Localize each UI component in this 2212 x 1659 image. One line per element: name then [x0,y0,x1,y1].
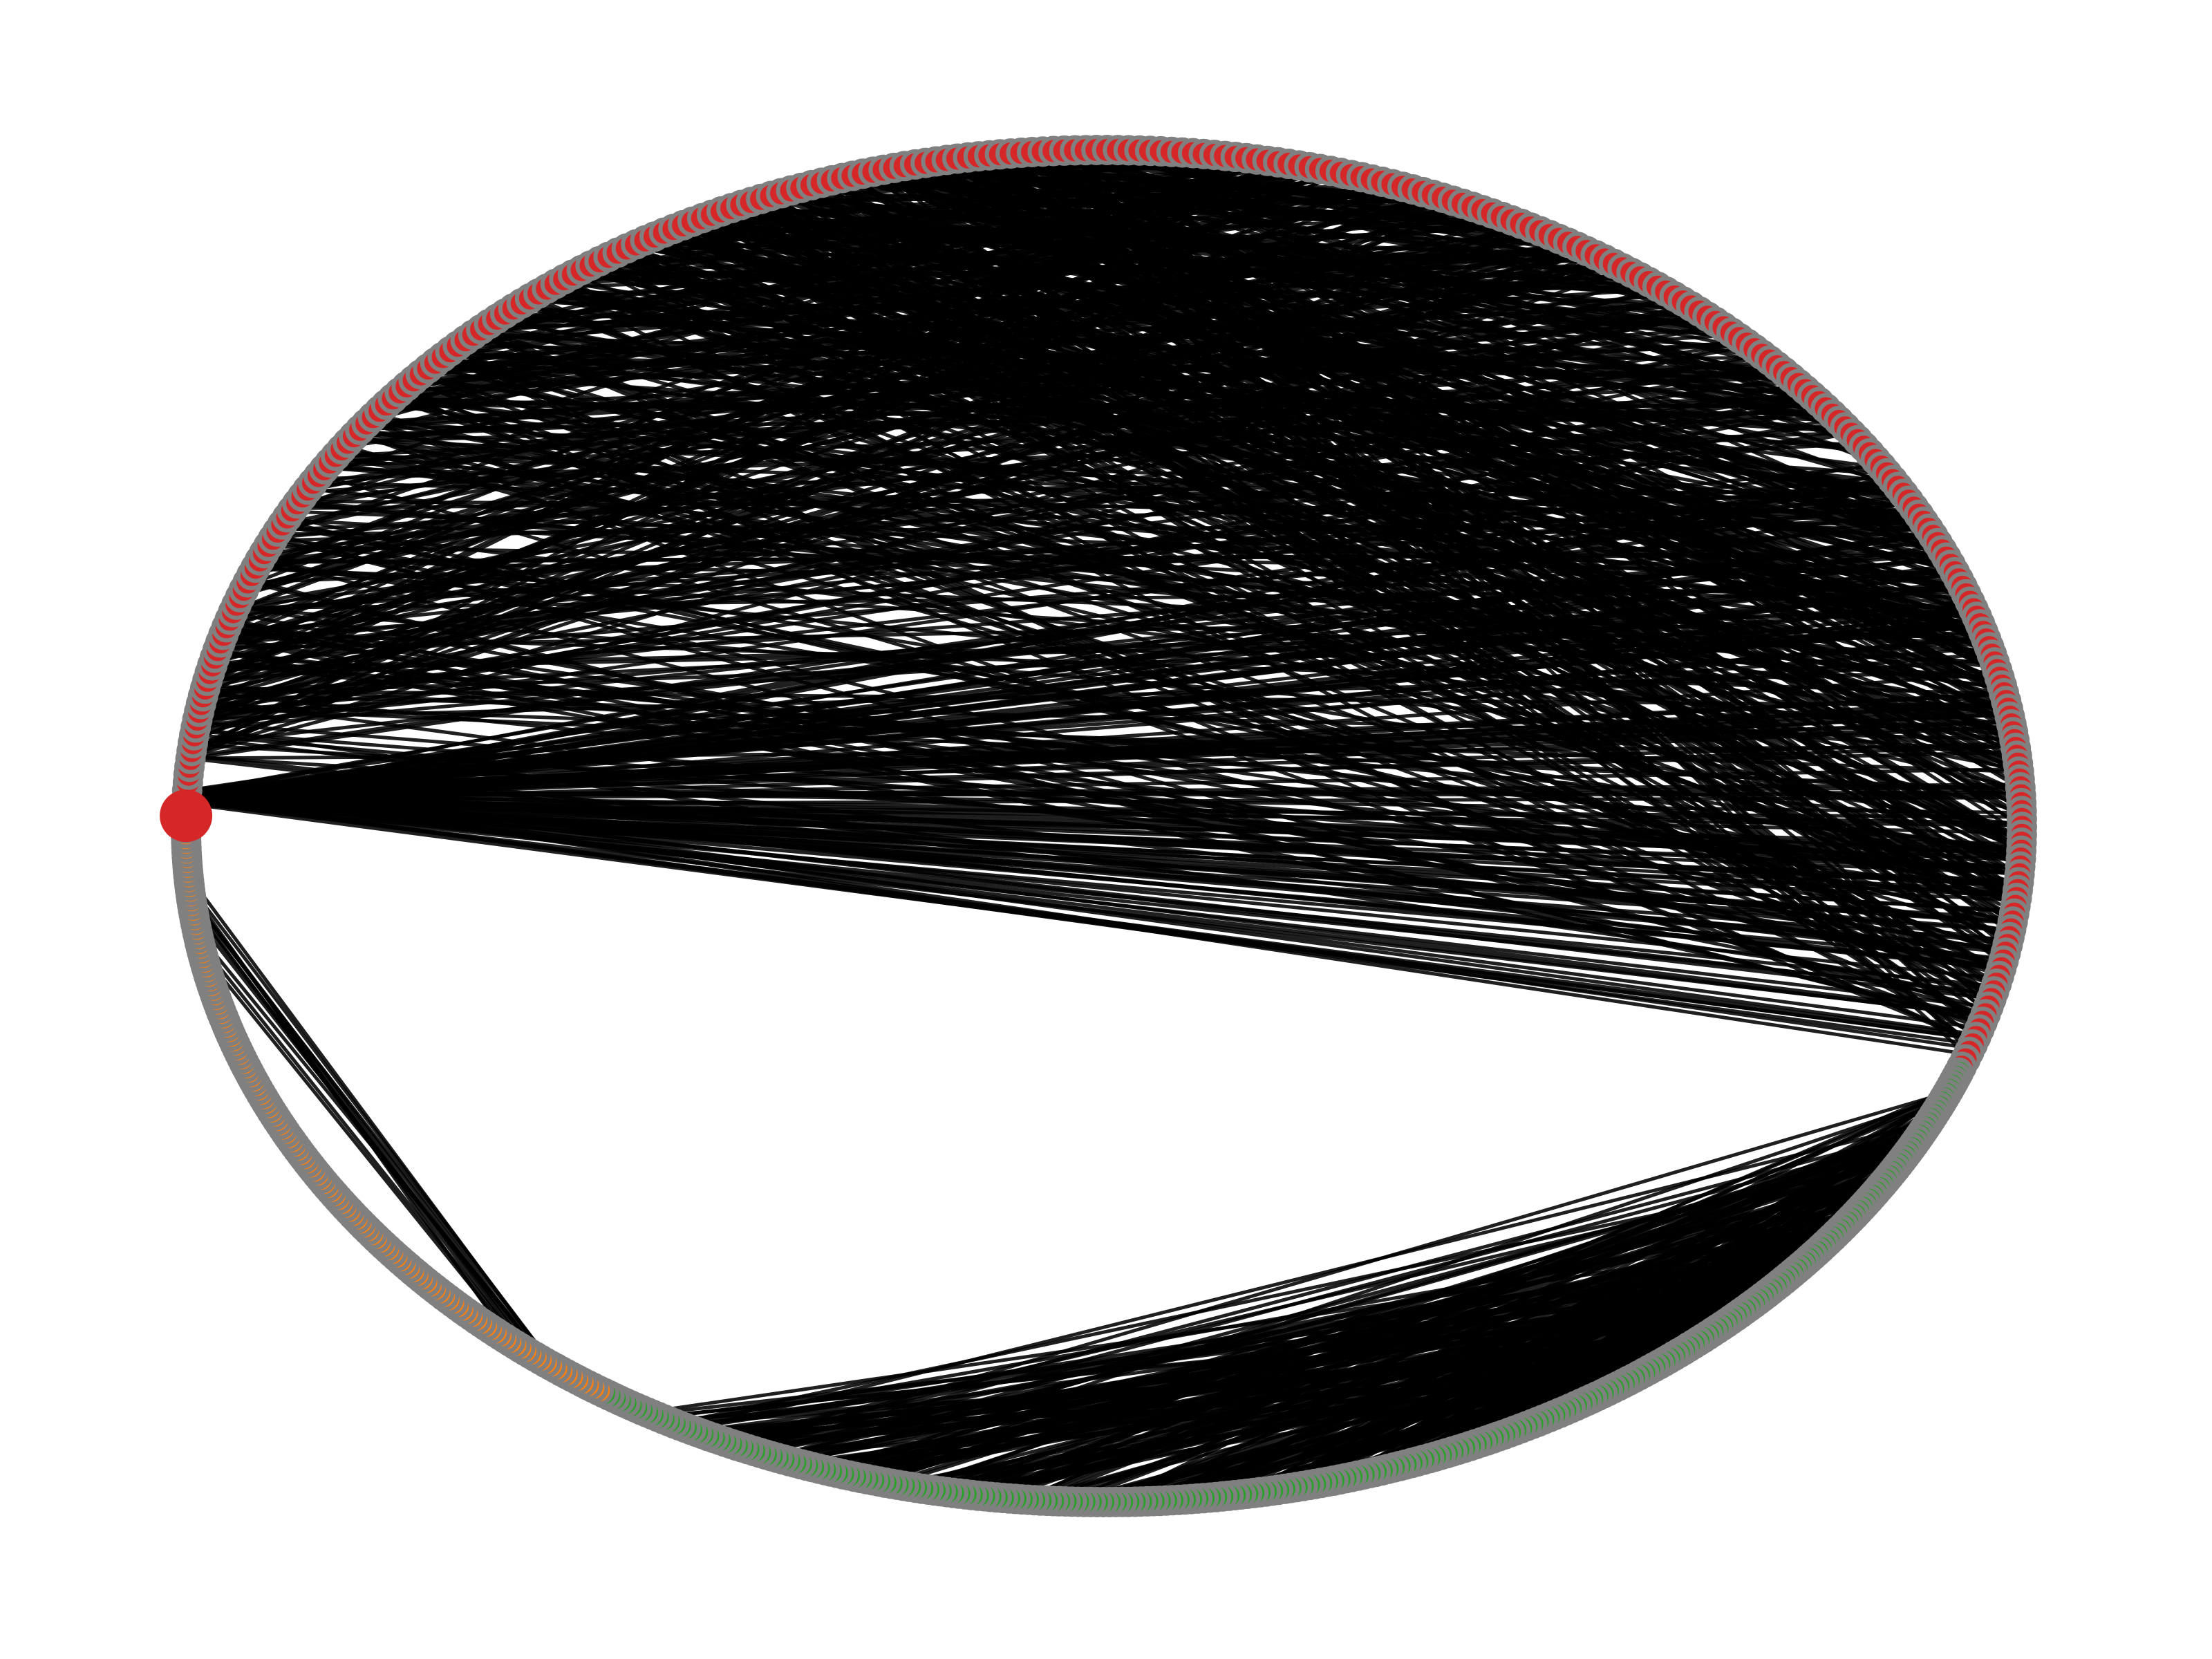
edge [821,181,1928,529]
edge [200,785,2021,802]
edge [739,1203,1864,1449]
edge [953,158,1988,1013]
edge [199,795,1999,980]
edge [190,508,1916,760]
edge [1455,1166,1897,1452]
edge [200,791,2022,835]
edge [199,563,1951,804]
edge [200,952,523,1350]
edge [200,750,2017,796]
edge [353,375,1791,438]
edge [1207,1335,1706,1500]
edge [199,803,2013,924]
edge [495,283,1656,322]
edge [908,1264,1801,1489]
hub-node [160,789,213,843]
edge [700,1333,1708,1436]
edge [200,782,2021,799]
edge [199,471,1888,795]
edge [579,270,1687,306]
edge [478,328,2020,774]
edge [385,403,1832,415]
edge [935,160,1457,204]
node-layer [171,135,2037,1517]
edge [574,158,1264,276]
edge [191,203,1468,750]
edge [1020,1116,1933,1501]
edge [199,788,2015,914]
edge [229,618,2007,954]
edge [199,787,1978,1036]
edge [471,334,1793,381]
edge [748,1136,1920,1452]
edge [199,485,1898,805]
edge [393,396,1964,590]
edge [200,741,2016,794]
edge [258,365,1778,565]
edge [291,509,1956,577]
edge [1123,1329,1716,1504]
edge [709,214,1602,260]
edge [330,360,1772,465]
edge [244,249,1587,590]
highlight-layer [160,789,213,843]
edge [1300,1220,1849,1488]
edge [199,556,1947,800]
edge [223,344,1751,638]
edge [675,1278,1785,1426]
edge [199,477,1892,803]
edge [199,789,2021,872]
edge [316,431,1851,481]
edge [199,658,1994,791]
edge [199,616,1978,804]
edge [913,1138,1918,1490]
edge [188,884,557,1369]
edge [690,1120,1930,1432]
edge [937,159,2016,745]
edge [198,228,1539,717]
edge [1333,1276,1788,1483]
edge [1021,151,2017,904]
edge [199,800,1977,1038]
edge [924,161,1477,210]
edge [199,635,1986,803]
edge [1182,1094,1947,1501]
edge [684,1268,1797,1430]
edge [199,787,2003,969]
edge [200,719,2011,794]
edge [476,172,1349,335]
edge [1342,1101,1943,1481]
edge [200,791,2022,846]
edge [198,941,529,1353]
edge [200,800,2020,875]
edge [199,544,1940,795]
edge [475,331,2018,896]
edge [196,417,1837,722]
edge [325,466,1920,517]
edge [1421,1138,1918,1462]
edge [327,409,1828,468]
edge [408,383,2001,684]
edge [816,182,1553,238]
edge [646,1237,1831,1414]
edge [189,894,547,1364]
edge [191,906,539,1360]
edge [712,213,1665,292]
edge [293,488,1901,510]
